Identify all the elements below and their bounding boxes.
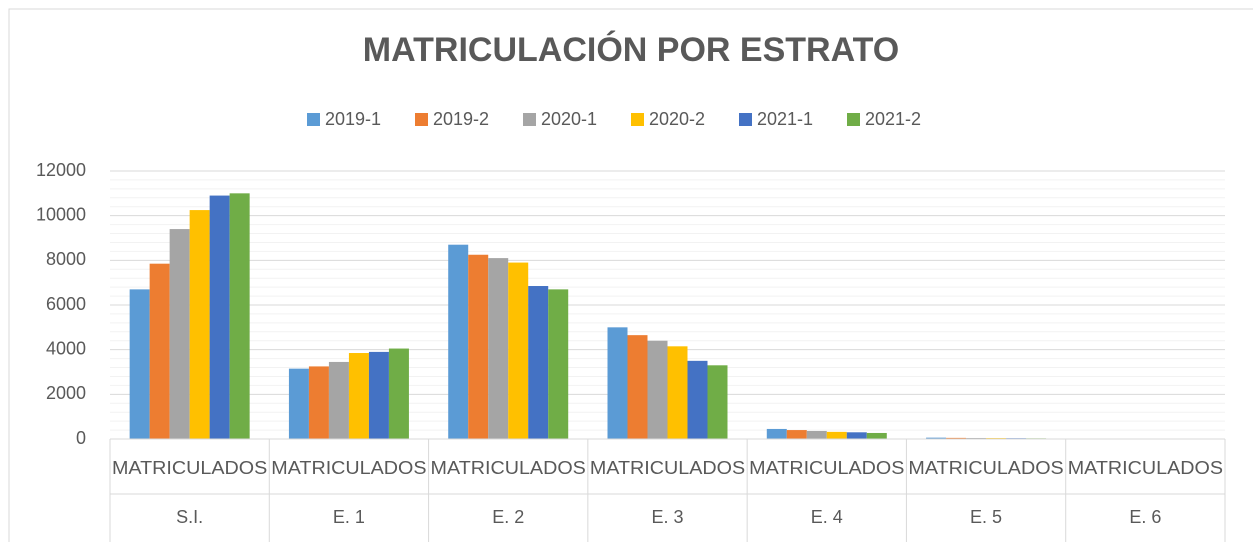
bar [169,229,190,439]
y-tick-label: 2000 [46,383,86,403]
bar [468,254,489,439]
y-tick-label: 0 [76,428,86,448]
legend-swatch [415,113,428,126]
bar [149,263,170,439]
legend-swatch [307,113,320,126]
bar [448,244,469,439]
legend-label: 2020-1 [541,109,597,129]
bar [786,430,807,439]
legend-label: 2019-2 [433,109,489,129]
legend-label: 2019-1 [325,109,381,129]
x-sublabel: MATRICULADOS [271,458,426,478]
bar [348,353,369,439]
x-sublabel: MATRICULADOS [908,458,1063,478]
bar [229,193,250,439]
bar [328,361,349,439]
y-tick-label: 12000 [36,160,86,180]
bar [647,340,668,439]
bar [667,346,688,439]
legend-swatch [631,113,644,126]
bar [846,432,867,439]
x-tick-label: E. 5 [970,507,1002,527]
bar [946,437,967,439]
bar [766,428,787,439]
bar [548,289,569,439]
x-sublabel: MATRICULADOS [431,458,586,478]
bar [508,262,529,439]
x-tick-label: E. 3 [651,507,683,527]
bar [129,289,150,439]
legend-label: 2021-2 [865,109,921,129]
bar [826,431,847,439]
x-sublabel: MATRICULADOS [590,458,745,478]
bar [528,286,549,439]
bar [189,210,210,439]
y-tick-label: 4000 [46,338,86,358]
bar [627,335,648,439]
x-tick-label: E. 6 [1129,507,1161,527]
x-sublabel: MATRICULADOS [112,458,267,478]
legend-label: 2021-1 [757,109,813,129]
x-tick-label: E. 4 [811,507,843,527]
y-tick-label: 6000 [46,294,86,314]
bar [687,360,708,439]
bar [368,351,389,439]
x-tick-label: S.I. [176,507,203,527]
bar [966,437,987,439]
bar [607,327,628,439]
y-tick-label: 10000 [36,204,86,224]
bar [806,430,827,439]
chart-title: MATRICULACIÓN POR ESTRATO [363,31,899,69]
bar [288,368,309,439]
bar [866,432,887,439]
legend-swatch [523,113,536,126]
legend-label: 2020-2 [649,109,705,129]
legend-swatch [847,113,860,126]
y-tick-label: 8000 [46,249,86,269]
bar [707,365,728,439]
bar [488,258,509,439]
bar [209,195,230,439]
x-tick-label: E. 1 [333,507,365,527]
bar [926,437,947,439]
x-sublabel: MATRICULADOS [749,458,904,478]
x-tick-label: E. 2 [492,507,524,527]
legend-swatch [739,113,752,126]
x-sublabel: MATRICULADOS [1068,458,1223,478]
bar [308,366,329,439]
bar [388,348,409,439]
